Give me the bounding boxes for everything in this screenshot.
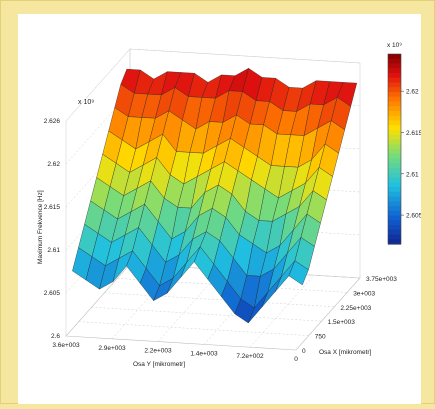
colorbar-band — [388, 101, 401, 107]
y-tick-label: 2.9e+003 — [98, 345, 126, 352]
colorbar-band — [388, 210, 401, 217]
colorbar-band — [388, 130, 401, 136]
colorbar-band — [388, 234, 401, 240]
colorbar-band — [388, 120, 401, 126]
floor-grid-line — [78, 321, 309, 336]
y-tick-label: 2.2e+003 — [144, 348, 172, 355]
colorbar-band — [388, 125, 401, 131]
x-tick-label: 750 — [315, 334, 326, 341]
colorbar-band — [388, 58, 401, 65]
floor-grid-line — [249, 275, 315, 348]
axis-labels: x 10⁹ Maximum Frekvence [Hz] Osa Y [mikr… — [37, 99, 372, 368]
z-tick-label: 2.6 — [51, 333, 60, 340]
colorbar-band — [388, 73, 401, 79]
colorbar-band — [388, 139, 401, 145]
colorbar-band — [388, 239, 401, 245]
colorbar-band — [388, 134, 401, 141]
y-tick-label: 0 — [294, 356, 298, 363]
colorbar-band — [388, 92, 401, 98]
surface-chart: x 10⁹ Maximum Frekvence [Hz] Osa Y [mikr… — [37, 42, 423, 368]
colorbar-band — [388, 172, 401, 179]
y-tick-label: 3.6e+003 — [52, 342, 80, 349]
colorbar-band — [388, 96, 401, 103]
floor-grid-line — [91, 306, 322, 322]
colorbar-band — [388, 87, 401, 93]
y-tick-label: 7.2e+002 — [236, 353, 264, 360]
colorbar-band — [388, 225, 401, 231]
colorbar-band — [388, 168, 401, 174]
y-tick-label: 1.4e+003 — [190, 350, 218, 357]
surface-mesh — [72, 67, 358, 324]
z-tick-label: 2.61 — [47, 247, 60, 254]
figure-panel: x 10⁹ Maximum Frekvence [Hz] Osa Y [mikr… — [18, 14, 423, 404]
z-tick-label: 2.605 — [44, 290, 61, 297]
colorbar-band — [388, 144, 401, 150]
x-tick-label: 0 — [302, 348, 306, 355]
colorbar-outline — [387, 53, 402, 245]
y-axis-label: Osa Y [mikrometr] — [133, 361, 185, 368]
colorbar-band — [388, 196, 401, 202]
colorbar-band — [388, 229, 401, 236]
colorbar-band — [388, 111, 401, 117]
colorbar-band — [388, 68, 401, 74]
z-scale-label: x 10⁹ — [78, 99, 94, 106]
colorbar-scale-label: x 10⁹ — [387, 42, 402, 49]
colorbar: x 10⁹ 2.62 2.615 2.61 2.605 — [387, 42, 423, 245]
colorbar-band — [388, 54, 401, 60]
colorbar-band — [388, 163, 401, 169]
colorbar-band — [388, 149, 401, 155]
colorbar-band — [388, 215, 401, 221]
x-tick-label: 3.75e+003 — [366, 276, 397, 283]
colorbar-band — [388, 63, 401, 69]
floor-grid-line — [295, 277, 361, 351]
colorbar-tick-label: 2.62 — [406, 89, 419, 96]
colorbar-band — [388, 182, 401, 188]
x-tick-label: 1.5e+003 — [328, 319, 356, 326]
tick-labels: 2.6 2.605 2.61 2.615 2.62 2.626 3.6e+003 2.9e+0… — [44, 118, 398, 363]
colorbar-band — [388, 77, 401, 84]
colorbar-tick-label: 2.605 — [406, 213, 421, 220]
colorbar-band — [388, 177, 401, 183]
colorbar-band — [388, 201, 401, 207]
colorbar-tick-label: 2.61 — [406, 171, 419, 178]
colorbar-band — [388, 115, 401, 122]
floor-grid-line — [117, 278, 348, 293]
z-tick-label: 2.615 — [44, 204, 61, 211]
colorbar-tick-label: 2.615 — [406, 130, 421, 137]
colorbar-band — [388, 191, 401, 198]
colorbar-band — [388, 220, 401, 226]
colorbar-band — [388, 106, 401, 112]
colorbar-band — [388, 187, 401, 193]
colorbar-band — [388, 153, 401, 160]
wall-grid-line — [65, 48, 361, 122]
z-axis-label: Maximum Frekvence [Hz] — [37, 190, 44, 264]
surface-facet — [288, 260, 309, 286]
colorbar-band — [388, 82, 401, 88]
floor-grid-line — [104, 292, 335, 308]
x-tick-label: 3e+003 — [353, 290, 375, 297]
colorbar-band — [388, 206, 401, 212]
x-tick-label: 2.25e+003 — [340, 305, 371, 312]
colorbar-band — [388, 158, 401, 164]
x-axis-label: Osa X [mikrometr] — [319, 349, 372, 356]
z-tick-label: 2.626 — [44, 118, 61, 125]
z-tick-label: 2.62 — [47, 161, 60, 168]
